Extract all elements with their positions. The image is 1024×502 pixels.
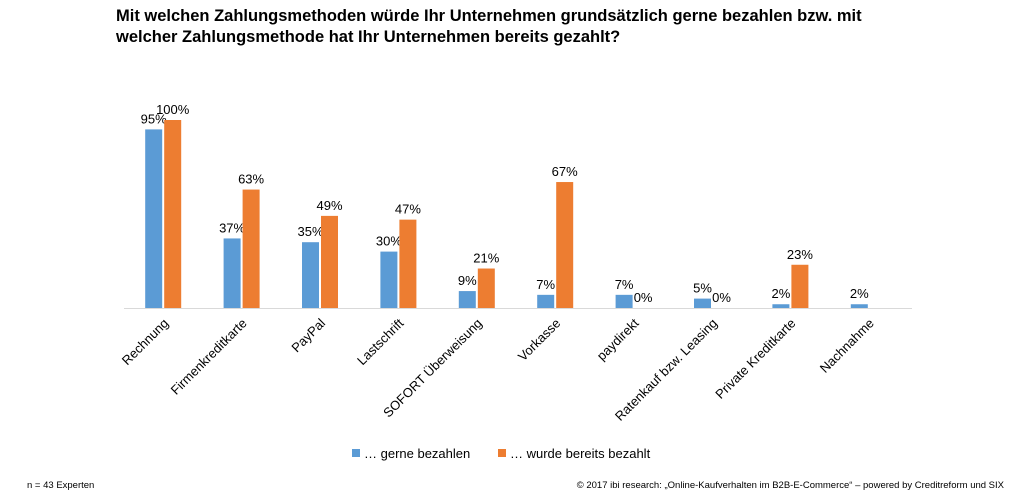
data-label: 0% — [712, 290, 731, 305]
bar — [791, 264, 809, 308]
legend-label: … wurde bereits bezahlt — [510, 446, 651, 461]
bar — [242, 189, 260, 308]
data-label: 95% — [141, 111, 167, 126]
category-label: paydirekt — [594, 315, 642, 363]
category-label: Firmenkreditkarte — [168, 316, 250, 398]
data-label: 7% — [536, 277, 555, 292]
data-label: 0% — [634, 290, 653, 305]
category-label: Vorkasse — [515, 316, 563, 364]
bar — [145, 129, 163, 308]
bar — [302, 242, 319, 308]
bar — [477, 268, 495, 308]
legend-swatch — [352, 449, 360, 457]
category-label: Rechnung — [119, 316, 172, 369]
category-label: Lastschrift — [354, 315, 407, 368]
chart-title: Mit welchen Zahlungsmethoden würde Ihr U… — [116, 7, 862, 46]
data-label: 67% — [552, 164, 578, 179]
data-label: 9% — [458, 273, 477, 288]
data-label: 37% — [219, 220, 245, 235]
bar — [556, 182, 574, 308]
bar — [615, 294, 633, 308]
bar — [380, 251, 398, 308]
category-label: PayPal — [288, 315, 328, 355]
data-label: 30% — [376, 234, 402, 249]
legend-label: … gerne bezahlen — [364, 446, 470, 461]
data-label: 63% — [238, 172, 264, 187]
legend-swatch — [498, 449, 506, 457]
data-label: 100% — [156, 102, 190, 117]
bar — [223, 238, 241, 308]
data-label: 21% — [473, 251, 499, 266]
data-label: 47% — [395, 202, 421, 217]
sample-size-note: n = 43 Experten — [27, 480, 95, 491]
data-label: 49% — [316, 198, 342, 213]
data-label: 35% — [297, 224, 323, 239]
bar — [850, 304, 868, 308]
bar — [164, 120, 182, 308]
category-label: Nachnahme — [817, 316, 877, 376]
data-label: 7% — [615, 277, 634, 292]
data-label: 2% — [772, 286, 791, 301]
source-credit: © 2017 ibi research: „Online-Kaufverhalt… — [576, 480, 1004, 491]
bar — [458, 291, 476, 308]
bar — [537, 294, 555, 308]
bar — [694, 298, 711, 308]
data-label: 5% — [693, 281, 712, 296]
bar — [321, 215, 338, 308]
category-label: Private Kreditkarte — [712, 316, 798, 402]
bar — [772, 304, 790, 308]
bar — [399, 219, 417, 308]
data-label: 23% — [787, 247, 813, 262]
data-label: 2% — [850, 286, 869, 301]
